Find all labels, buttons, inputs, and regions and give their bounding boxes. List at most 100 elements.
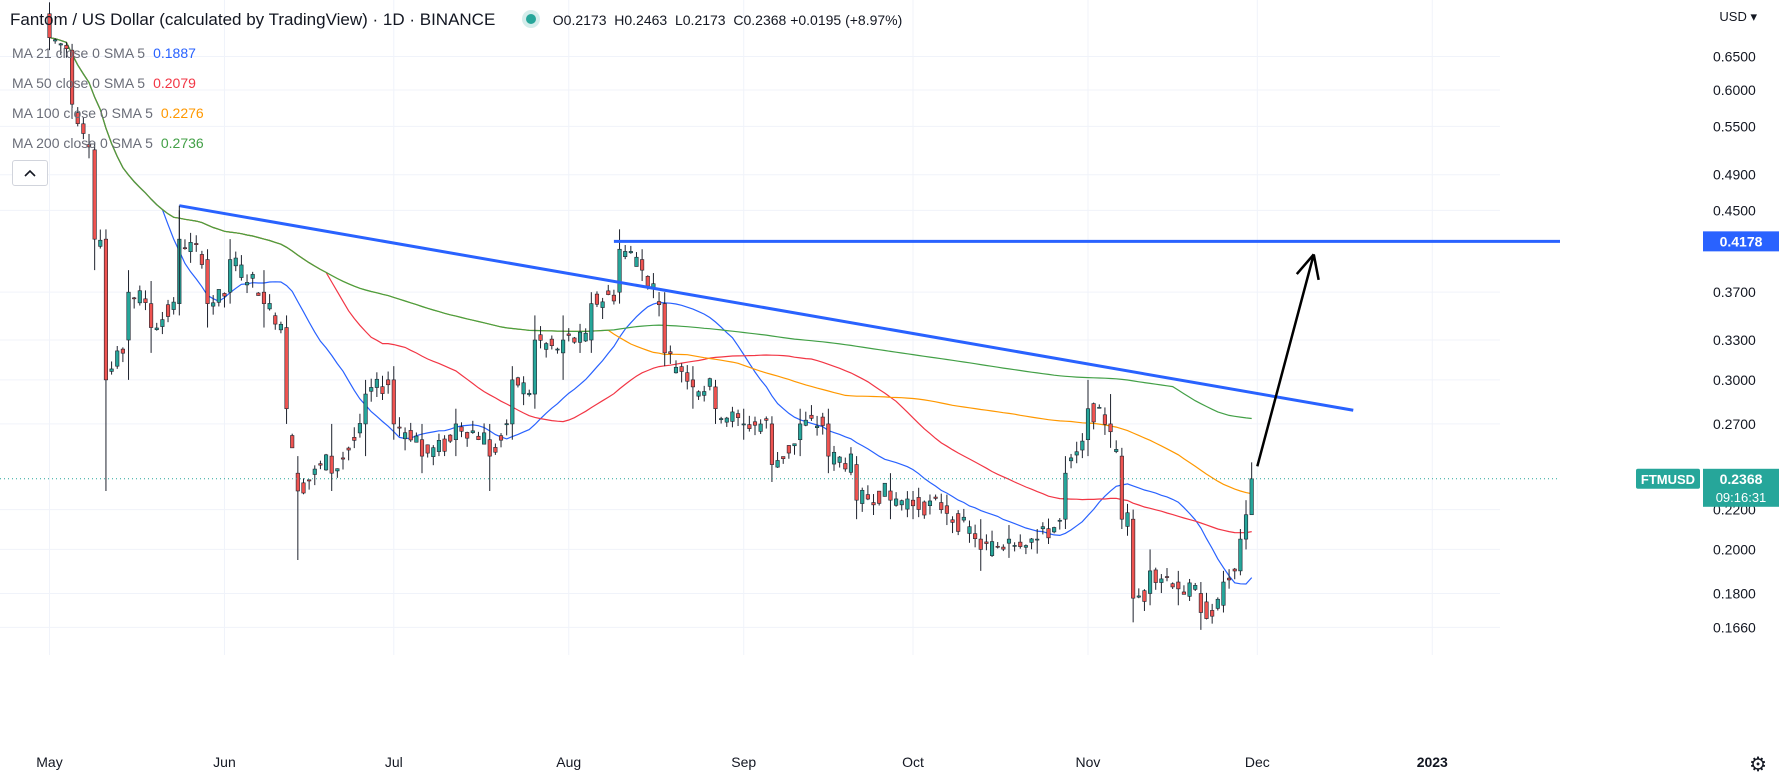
candle-body-up bbox=[188, 242, 193, 252]
arrow-shaft[interactable] bbox=[1256, 254, 1315, 467]
candle bbox=[53, 38, 58, 44]
candle bbox=[950, 516, 955, 534]
symbol-title[interactable]: Fantom / US Dollar (calculated by Tradin… bbox=[10, 10, 496, 29]
candle bbox=[1131, 509, 1136, 623]
resistance-price-badge[interactable] bbox=[1703, 231, 1779, 252]
candle bbox=[668, 345, 673, 364]
ma-100-legend[interactable]: MA 100 close 0 SMA 5 0.2276 bbox=[12, 103, 204, 133]
drawing-tools[interactable] bbox=[0, 204, 1560, 480]
candle-body-up bbox=[233, 257, 238, 267]
candle-body-down bbox=[1227, 577, 1232, 581]
candle-body-down bbox=[1108, 423, 1113, 433]
candle-body-up bbox=[250, 274, 255, 279]
candlestick-series bbox=[47, 2, 1254, 630]
ma-200-legend[interactable]: MA 200 close 0 SMA 5 0.2736 bbox=[12, 133, 204, 163]
time-tick-label: Sep bbox=[731, 754, 756, 770]
candle bbox=[261, 270, 267, 328]
candle-body-down bbox=[295, 472, 300, 492]
time-axis[interactable]: May Jun Jul Aug Sep Oct Nov Dec 2023 bbox=[36, 754, 1448, 770]
arrow-head[interactable] bbox=[1295, 253, 1315, 275]
candle-body-down bbox=[222, 293, 227, 297]
candle-body-up bbox=[244, 282, 250, 286]
price-tick-label: 0.6500 bbox=[1713, 49, 1756, 65]
candle-body-up bbox=[882, 482, 887, 497]
candle-body-down bbox=[640, 259, 645, 271]
ma-21-legend[interactable]: MA 21 close 0 SMA 5 0.1887 bbox=[12, 43, 204, 73]
candle-body-down bbox=[809, 414, 814, 419]
candle bbox=[1215, 597, 1220, 611]
candle bbox=[944, 494, 949, 526]
candle-body-down bbox=[549, 338, 554, 346]
candle-body-down bbox=[261, 291, 267, 304]
candle-body-down bbox=[662, 303, 667, 354]
candle bbox=[64, 42, 69, 58]
candle bbox=[741, 408, 746, 440]
indicator-legend: MA 21 close 0 SMA 5 0.1887 MA 50 close 0 … bbox=[12, 43, 204, 163]
gear-icon[interactable]: ⚙ bbox=[1749, 754, 1767, 776]
candle bbox=[894, 492, 899, 507]
candle bbox=[498, 433, 504, 448]
candle-body-up bbox=[1221, 581, 1226, 606]
trend-line[interactable] bbox=[179, 204, 1354, 412]
candle-body-down bbox=[194, 243, 199, 245]
symbol-badge[interactable] bbox=[1636, 468, 1700, 489]
candle bbox=[414, 432, 419, 443]
price-tick-label: 0.4500 bbox=[1713, 202, 1756, 218]
candle bbox=[352, 427, 357, 449]
candle-body-down bbox=[781, 456, 786, 460]
candle bbox=[871, 494, 876, 515]
candle-body-down bbox=[690, 379, 695, 388]
candle bbox=[1023, 544, 1028, 555]
arrow-head[interactable] bbox=[1312, 254, 1320, 281]
candle-body-up bbox=[831, 451, 837, 465]
candle-body-down bbox=[380, 386, 385, 394]
collapse-legend-button[interactable] bbox=[12, 160, 48, 186]
time-tick-label: Aug bbox=[556, 754, 581, 770]
candle bbox=[1012, 542, 1017, 552]
price-axis[interactable]: 0.6500 0.6000 0.5500 0.4900 0.4500 0.3700 0.33… bbox=[1636, 49, 1779, 636]
candle-body-up bbox=[403, 432, 408, 440]
candle bbox=[1063, 456, 1068, 530]
candle-body-up bbox=[894, 498, 899, 506]
candle-body-down bbox=[657, 301, 662, 306]
candle-body-up bbox=[1193, 585, 1198, 590]
candle bbox=[448, 434, 453, 443]
candle bbox=[984, 534, 989, 551]
candle bbox=[103, 229, 108, 491]
candle bbox=[459, 422, 464, 438]
candle-body-up bbox=[1136, 595, 1141, 598]
candle bbox=[809, 405, 814, 421]
price-tick-label: 0.1660 bbox=[1713, 619, 1756, 635]
candle-body-down bbox=[916, 497, 921, 510]
candle bbox=[589, 292, 594, 353]
candle-body-up bbox=[961, 516, 966, 521]
candle bbox=[115, 346, 120, 369]
ma-50-legend[interactable]: MA 50 close 0 SMA 5 0.2079 bbox=[12, 73, 204, 103]
candle-body-down bbox=[1018, 541, 1023, 547]
change-value: +0.0195 (+8.97%) bbox=[790, 12, 903, 28]
candle bbox=[606, 284, 611, 296]
candle-body-up bbox=[1148, 570, 1153, 594]
candle bbox=[1029, 538, 1034, 550]
candle bbox=[1040, 522, 1045, 535]
candle bbox=[561, 315, 566, 380]
candle bbox=[239, 255, 244, 281]
candle-body-up bbox=[1114, 449, 1119, 452]
candle bbox=[86, 133, 92, 159]
candle-body-down bbox=[318, 463, 323, 466]
candle-body-down bbox=[865, 494, 870, 500]
time-tick-label: Oct bbox=[902, 754, 924, 770]
candle-body-up bbox=[707, 378, 712, 387]
candle-body-up bbox=[154, 327, 159, 330]
currency-selector[interactable]: USD ▾ bbox=[1719, 9, 1757, 25]
candle-body-up bbox=[741, 423, 746, 426]
candle bbox=[1080, 433, 1085, 459]
candle-body-up bbox=[357, 423, 362, 434]
candle-body-down bbox=[1204, 601, 1209, 619]
time-tick-label: Nov bbox=[1076, 754, 1101, 770]
candle bbox=[961, 508, 966, 523]
candle-body-down bbox=[1164, 576, 1170, 578]
candle-body-up bbox=[724, 417, 729, 423]
last-price-badge[interactable] bbox=[1703, 468, 1779, 507]
